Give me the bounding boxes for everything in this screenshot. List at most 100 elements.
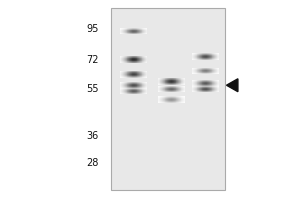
Bar xyxy=(192,69,193,70)
Bar xyxy=(194,68,195,69)
Bar xyxy=(207,88,208,89)
Bar xyxy=(210,85,211,86)
Bar xyxy=(203,91,204,92)
Bar xyxy=(143,58,144,59)
Bar xyxy=(131,56,132,57)
Bar xyxy=(137,84,138,85)
Bar xyxy=(193,53,194,54)
Bar xyxy=(210,86,211,87)
Bar xyxy=(203,84,204,85)
Bar xyxy=(122,88,123,89)
Bar xyxy=(195,89,196,90)
Bar xyxy=(215,80,216,81)
Bar xyxy=(126,85,127,86)
Bar xyxy=(138,86,139,87)
Bar xyxy=(126,60,127,61)
Bar xyxy=(137,86,138,87)
Bar xyxy=(172,100,173,101)
Bar xyxy=(121,76,122,77)
Bar xyxy=(208,72,209,73)
Bar xyxy=(123,29,124,30)
Bar xyxy=(135,32,136,33)
Bar xyxy=(161,80,162,81)
Bar xyxy=(205,91,206,92)
Bar xyxy=(194,86,195,87)
Bar xyxy=(180,96,181,97)
Bar xyxy=(145,74,146,75)
Bar xyxy=(207,54,208,55)
Bar xyxy=(197,73,198,74)
Bar xyxy=(158,83,159,84)
Bar xyxy=(174,84,175,85)
Bar xyxy=(158,91,159,92)
Bar xyxy=(160,91,161,92)
Bar xyxy=(124,87,125,88)
Bar xyxy=(196,86,197,87)
Bar xyxy=(121,92,122,93)
Bar xyxy=(125,33,126,34)
Bar xyxy=(139,87,140,88)
Bar xyxy=(159,82,160,83)
Bar xyxy=(213,85,214,86)
Bar xyxy=(124,82,125,83)
Bar xyxy=(146,87,147,88)
Bar xyxy=(160,83,161,84)
Bar xyxy=(196,90,197,91)
Bar xyxy=(178,102,179,103)
Bar xyxy=(213,86,214,87)
Bar xyxy=(162,90,163,91)
Bar xyxy=(142,75,143,76)
Bar xyxy=(198,88,199,89)
Bar xyxy=(198,82,199,83)
Bar xyxy=(202,54,203,55)
Bar xyxy=(218,86,219,87)
Bar xyxy=(120,91,121,92)
Bar xyxy=(126,61,127,62)
Bar xyxy=(210,90,211,91)
Bar xyxy=(145,60,146,61)
Bar xyxy=(204,69,205,70)
Bar xyxy=(130,87,131,88)
Bar xyxy=(132,86,133,87)
Bar xyxy=(145,93,146,94)
Bar xyxy=(134,31,135,32)
Bar xyxy=(195,87,196,88)
Text: 55: 55 xyxy=(86,84,99,94)
Bar xyxy=(141,30,142,31)
Bar xyxy=(169,99,170,100)
Bar xyxy=(146,93,147,94)
Bar xyxy=(125,90,126,91)
Bar xyxy=(120,74,121,75)
Bar xyxy=(124,90,125,91)
Bar xyxy=(195,86,196,87)
Bar xyxy=(144,73,145,74)
Bar xyxy=(213,71,214,72)
Bar xyxy=(181,97,182,98)
Text: 28: 28 xyxy=(87,158,99,168)
Bar xyxy=(135,90,136,91)
Bar xyxy=(205,87,206,88)
Bar xyxy=(216,83,217,84)
Bar xyxy=(131,60,132,61)
Bar xyxy=(135,92,136,93)
Bar xyxy=(193,88,194,89)
Bar xyxy=(169,86,170,87)
Bar xyxy=(205,57,206,58)
Bar xyxy=(197,82,198,83)
Bar xyxy=(171,78,172,79)
Bar xyxy=(158,90,159,91)
Bar xyxy=(165,79,166,80)
Bar xyxy=(215,58,216,59)
Bar xyxy=(204,82,205,83)
Bar xyxy=(181,84,182,85)
Bar xyxy=(123,71,124,72)
Bar xyxy=(169,78,170,79)
Bar xyxy=(141,82,142,83)
Bar xyxy=(215,69,216,70)
Bar xyxy=(210,58,211,59)
Bar xyxy=(207,87,208,88)
Bar xyxy=(159,79,160,80)
Bar xyxy=(162,98,163,99)
Bar xyxy=(159,97,160,98)
Bar xyxy=(138,83,139,84)
